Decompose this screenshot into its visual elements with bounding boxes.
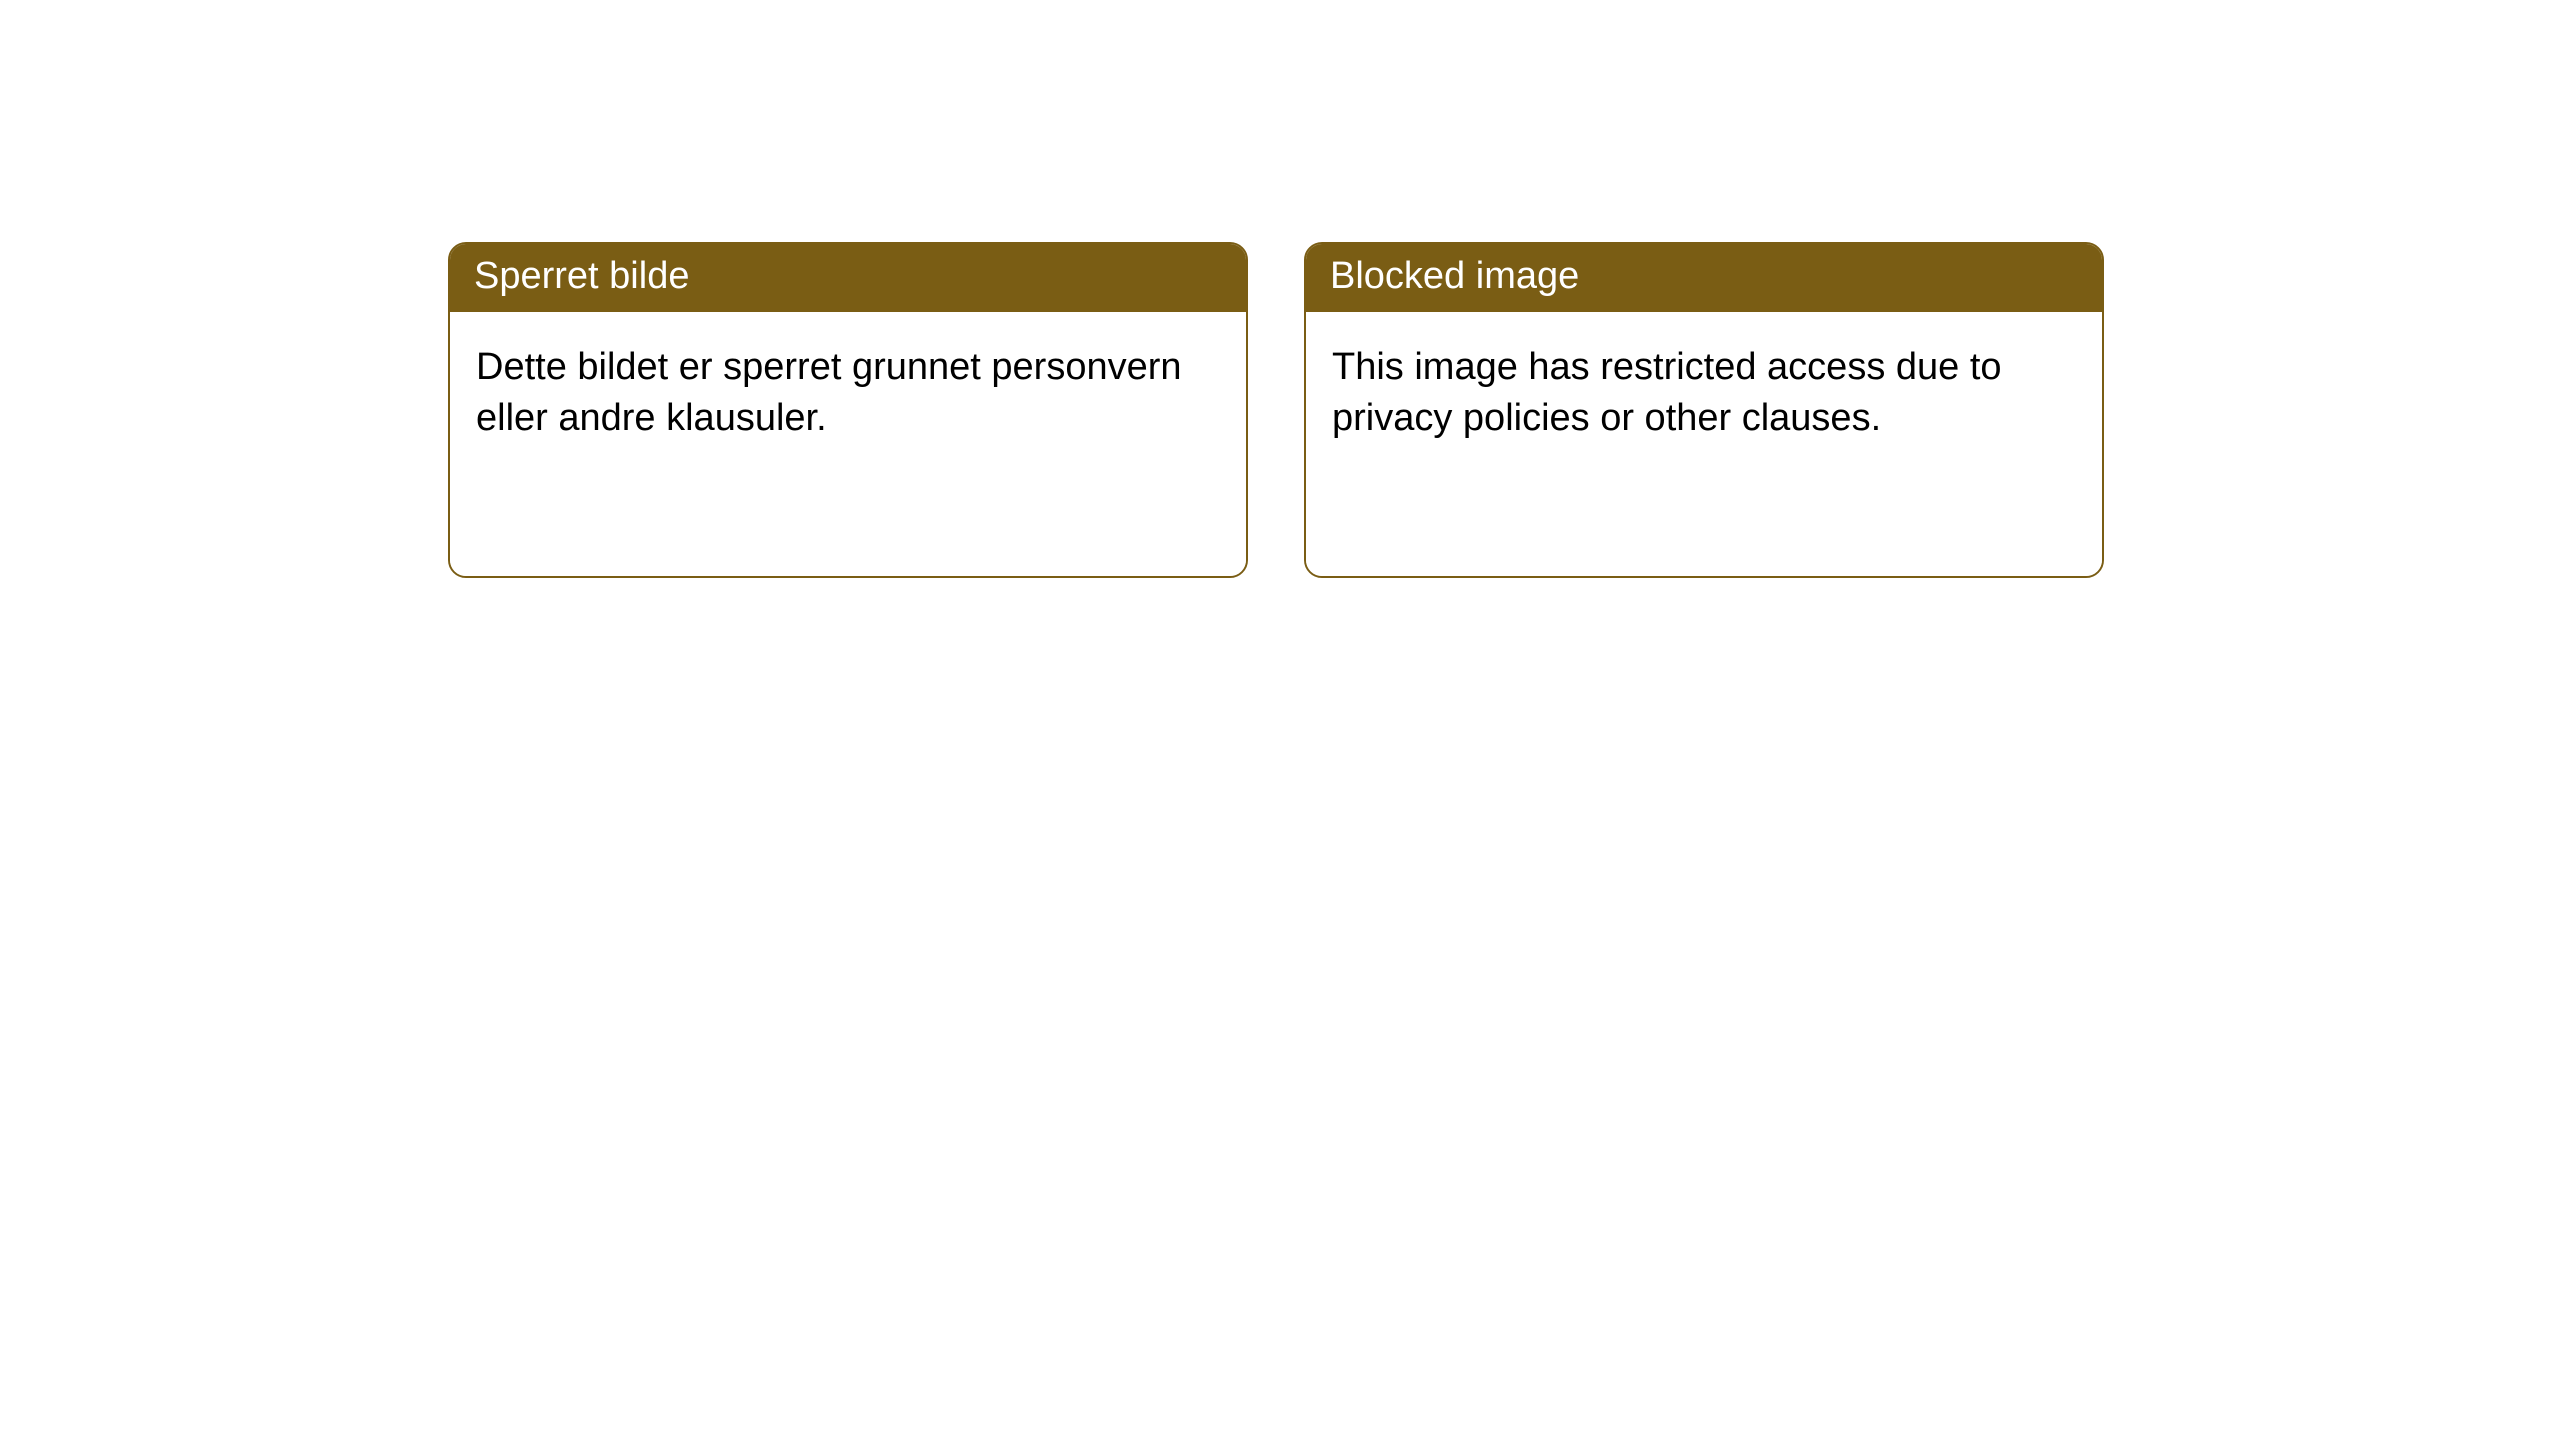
- card-header-english: Blocked image: [1306, 244, 2102, 312]
- card-body-english: This image has restricted access due to …: [1306, 312, 2102, 576]
- card-header-norwegian: Sperret bilde: [450, 244, 1246, 312]
- card-title-norwegian: Sperret bilde: [474, 255, 689, 297]
- card-text-norwegian: Dette bildet er sperret grunnet personve…: [476, 346, 1182, 439]
- card-title-english: Blocked image: [1330, 255, 1579, 297]
- blocked-image-card-english: Blocked image This image has restricted …: [1304, 242, 2104, 578]
- card-body-norwegian: Dette bildet er sperret grunnet personve…: [450, 312, 1246, 576]
- card-text-english: This image has restricted access due to …: [1332, 346, 2002, 439]
- notice-container: Sperret bilde Dette bildet er sperret gr…: [0, 0, 2560, 578]
- blocked-image-card-norwegian: Sperret bilde Dette bildet er sperret gr…: [448, 242, 1248, 578]
